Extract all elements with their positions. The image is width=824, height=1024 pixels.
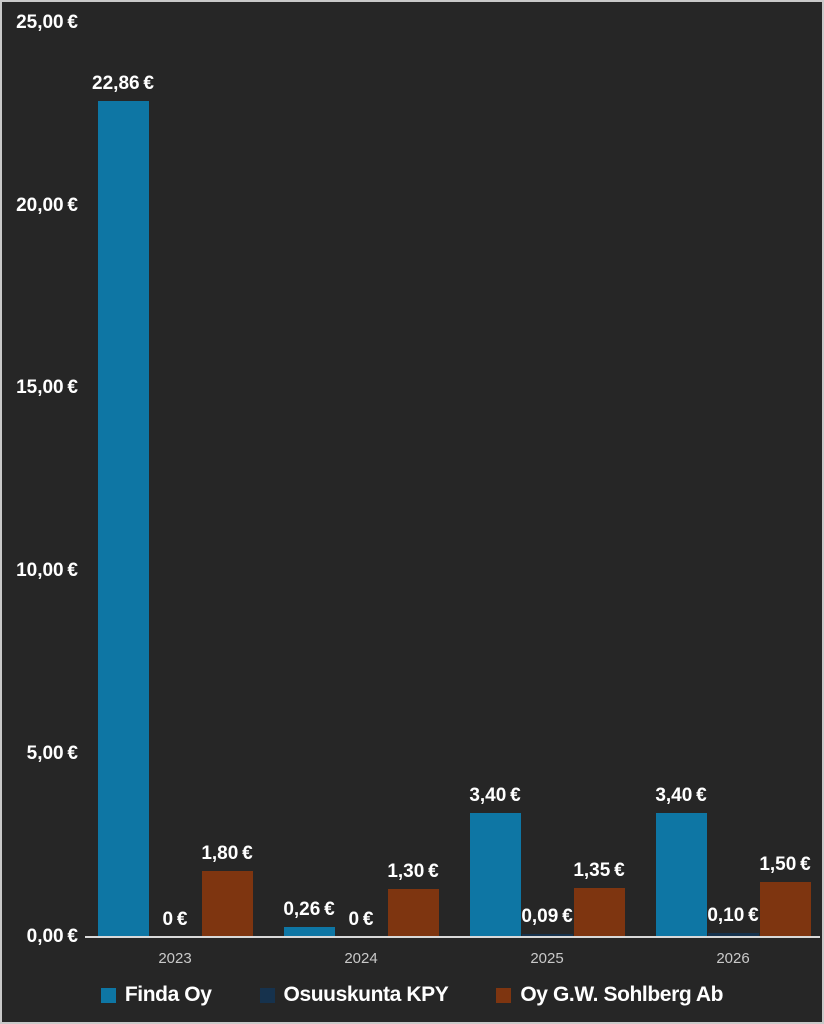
legend-item-osuuskunta-kpy: Osuuskunta KPY	[259, 983, 449, 1007]
y-tick-label: 20,00 €	[16, 194, 78, 216]
bar-finda-oy-2026	[655, 813, 707, 937]
bar-finda-oy-2023	[97, 101, 149, 937]
legend-swatch-icon	[100, 987, 116, 1003]
bar-oy-g-w-sohlberg-ab-2026	[759, 882, 811, 937]
bar-value-label: 3,40 €	[655, 785, 707, 806]
bar-osuuskunta-kpy-2026	[707, 933, 759, 937]
bar-oy-g-w-sohlberg-ab-2025	[573, 888, 625, 937]
bar-oy-g-w-sohlberg-ab-2024	[387, 889, 439, 937]
bar-finda-oy-2024	[283, 927, 335, 937]
bar-osuuskunta-kpy-2025	[521, 934, 573, 937]
x-tick-label-2023: 2023	[158, 950, 192, 967]
bar-finda-oy-2025	[469, 813, 521, 937]
y-tick-label: 0,00 €	[26, 926, 79, 947]
legend-swatch-icon	[496, 987, 512, 1003]
y-tick-label: 25,00 €	[16, 11, 78, 33]
legend-item-finda-oy: Finda Oy	[100, 983, 212, 1007]
y-tick-label: 5,00 €	[26, 743, 79, 765]
bar-value-label: 0,09 €	[521, 906, 573, 927]
bar-oy-g-w-sohlberg-ab-2023	[201, 871, 253, 937]
bar-value-label: 1,50 €	[759, 854, 811, 875]
x-tick-label-2026: 2026	[716, 950, 750, 967]
bar-value-label: 0,10 €	[707, 905, 759, 926]
bar-value-label: 0,26 €	[283, 899, 335, 920]
bar-value-label: 1,35 €	[573, 860, 625, 881]
x-tick-label-2025: 2025	[530, 950, 564, 967]
y-tick-label: 10,00 €	[16, 560, 78, 582]
legend-label: Osuuskunta KPY	[283, 983, 449, 1006]
bar-value-label: 3,40 €	[469, 785, 521, 806]
legend-label: Oy G.W. Sohlberg Ab	[520, 983, 724, 1006]
legend: Finda Oy Osuuskunta KPY Oy G.W. Sohlberg…	[2, 976, 822, 1014]
bar-value-label: 0 €	[162, 909, 188, 930]
bar-value-label: 0 €	[348, 909, 374, 930]
bar-value-label: 22,86 €	[92, 73, 154, 94]
x-axis-line	[85, 936, 820, 938]
y-tick-label: 15,00 €	[16, 377, 78, 399]
legend-label: Finda Oy	[124, 983, 212, 1006]
legend-swatch-icon	[259, 987, 275, 1003]
bar-value-label: 1,80 €	[201, 843, 253, 864]
x-tick-label-2024: 2024	[344, 950, 378, 967]
legend-item-oy-gw-sohlberg-ab: Oy G.W. Sohlberg Ab	[496, 983, 724, 1007]
bar-value-label: 1,30 €	[387, 861, 439, 882]
